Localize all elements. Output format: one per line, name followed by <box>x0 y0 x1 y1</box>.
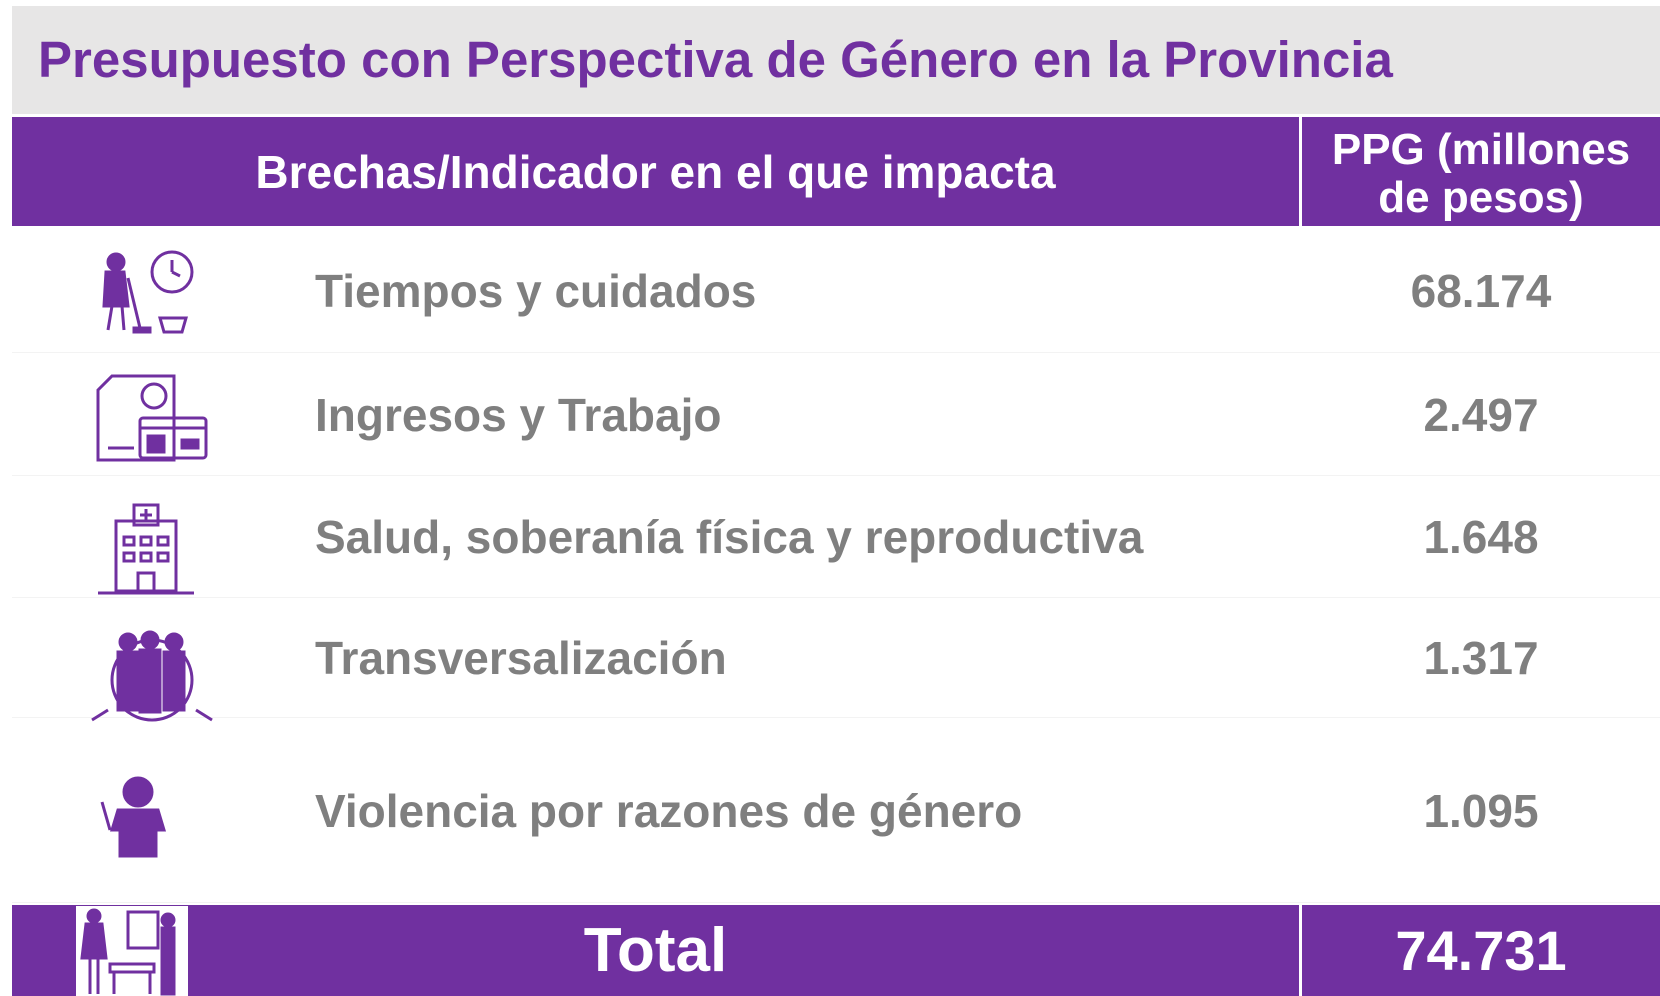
team-icon <box>76 906 188 996</box>
row-label: Tiempos y cuidados <box>315 228 756 353</box>
health-icon <box>96 503 196 599</box>
row-label: Salud, soberanía física y reproductiva <box>315 476 1143 598</box>
woman-icon <box>96 774 176 858</box>
total-label: Total <box>12 905 1299 996</box>
page: Presupuesto con Perspectiva de Género en… <box>0 0 1660 996</box>
row-value: 1.095 <box>1302 718 1660 903</box>
column-header: Brechas/Indicador en el que impacta <box>12 117 1299 226</box>
income-icon <box>94 372 212 464</box>
row-value: 1.317 <box>1302 598 1660 718</box>
column-header: PPG (millones de pesos) <box>1302 117 1660 226</box>
row-value: 68.174 <box>1302 228 1660 353</box>
care-icon <box>88 248 203 338</box>
row-label: Ingresos y Trabajo <box>315 353 721 476</box>
row-value: 2.497 <box>1302 353 1660 476</box>
title-band: Presupuesto con Perspectiva de Género en… <box>12 6 1660 114</box>
row-label: Transversalización <box>315 598 727 718</box>
total-value: 74.731 <box>1302 905 1660 996</box>
people-icon <box>88 630 216 722</box>
title: Presupuesto con Perspectiva de Género en… <box>38 6 1393 114</box>
row-label: Violencia por razones de género <box>315 718 1022 903</box>
row-value: 1.648 <box>1302 476 1660 598</box>
